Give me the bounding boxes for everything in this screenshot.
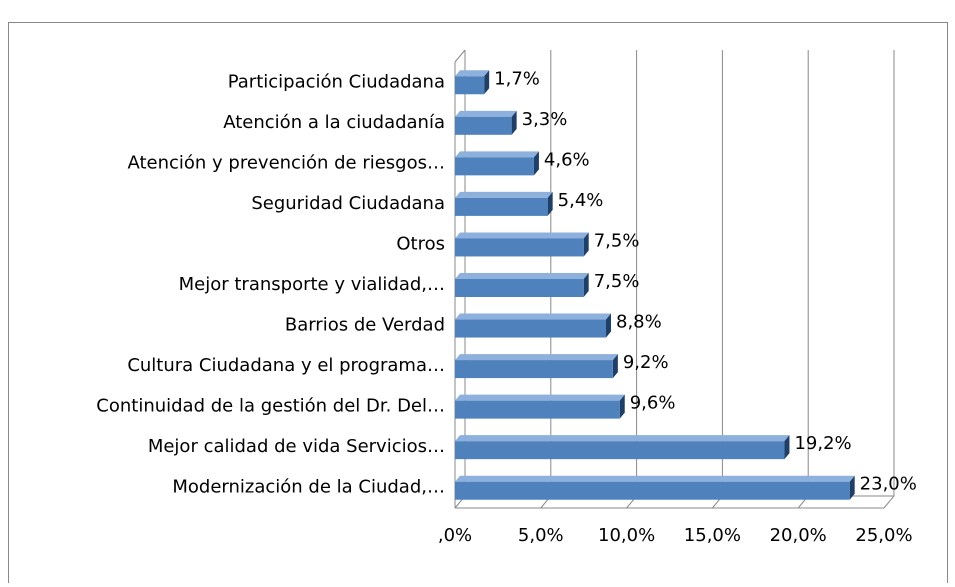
- bar-side: [583, 273, 589, 297]
- data-label: 8,8%: [616, 312, 662, 333]
- data-label: 7,5%: [594, 230, 640, 251]
- bar: [455, 238, 584, 257]
- data-label: 9,2%: [623, 352, 669, 373]
- bar: [455, 279, 584, 297]
- data-label: 4,6%: [544, 149, 590, 170]
- bar-top: [455, 273, 589, 279]
- bar-side: [784, 435, 790, 460]
- bar-top: [455, 191, 553, 198]
- data-label: 3,3%: [522, 109, 568, 130]
- bar-top: [455, 354, 618, 361]
- bar-top: [455, 232, 589, 239]
- bar-top: [455, 151, 539, 158]
- bar-side: [484, 70, 490, 95]
- bar: [455, 481, 850, 500]
- y-tick-label: Barrios de Verdad: [285, 315, 445, 336]
- x-tick-label: 10,0%: [598, 525, 655, 546]
- bar-top: [455, 475, 855, 482]
- bar-top: [455, 435, 790, 442]
- bar: [455, 400, 620, 419]
- bar-side: [619, 394, 625, 419]
- bar-side: [606, 313, 612, 338]
- bar-side: [547, 191, 553, 216]
- bar: [455, 441, 785, 460]
- bar-side: [849, 475, 855, 500]
- bar: [455, 157, 534, 176]
- data-label: 19,2%: [794, 433, 851, 454]
- x-tick-label: ,0%: [438, 525, 472, 546]
- x-tick-label: 5,0%: [518, 525, 564, 546]
- bar-top: [455, 313, 612, 320]
- bar-top: [455, 394, 625, 401]
- bar-top: [455, 110, 517, 117]
- y-tick-label: Mejor transporte y vialidad,…: [179, 274, 445, 295]
- bar: [455, 319, 607, 338]
- bar-side: [533, 151, 539, 176]
- bar-top: [455, 70, 490, 77]
- bar: [455, 116, 512, 135]
- y-tick-label: Cultura Ciudadana y el programa…: [127, 355, 445, 376]
- bar: [455, 76, 485, 95]
- grid-line: [883, 50, 895, 509]
- bar: [455, 197, 548, 216]
- x-tick-label: 15,0%: [684, 525, 741, 546]
- data-label: 5,4%: [558, 190, 604, 211]
- x-tick-label: 20,0%: [770, 525, 827, 546]
- data-label: 1,7%: [494, 68, 540, 89]
- data-label: 7,5%: [594, 271, 640, 292]
- axis-line: [454, 49, 466, 63]
- y-tick-label: Atención a la ciudadanía: [223, 112, 445, 133]
- y-tick-label: Continuidad de la gestión del Dr. Del…: [96, 396, 445, 417]
- bar-side: [583, 232, 589, 257]
- bar-side: [612, 354, 618, 379]
- data-label: 23,0%: [860, 474, 917, 495]
- x-tick-label: 25,0%: [855, 525, 912, 546]
- data-label: 9,6%: [630, 393, 676, 414]
- chart-frame: [8, 22, 948, 587]
- bar: [455, 360, 613, 379]
- y-tick-label: Seguridad Ciudadana: [251, 193, 445, 214]
- y-tick-label: Mejor calidad de vida Servicios…: [148, 436, 445, 457]
- y-tick-label: Participación Ciudadana: [228, 71, 445, 92]
- y-tick-label: Atención y prevención de riesgos…: [127, 152, 445, 173]
- y-tick-label: Otros: [396, 233, 445, 254]
- y-tick-label: Modernización de la Ciudad,…: [172, 477, 445, 498]
- bar-side: [511, 110, 517, 135]
